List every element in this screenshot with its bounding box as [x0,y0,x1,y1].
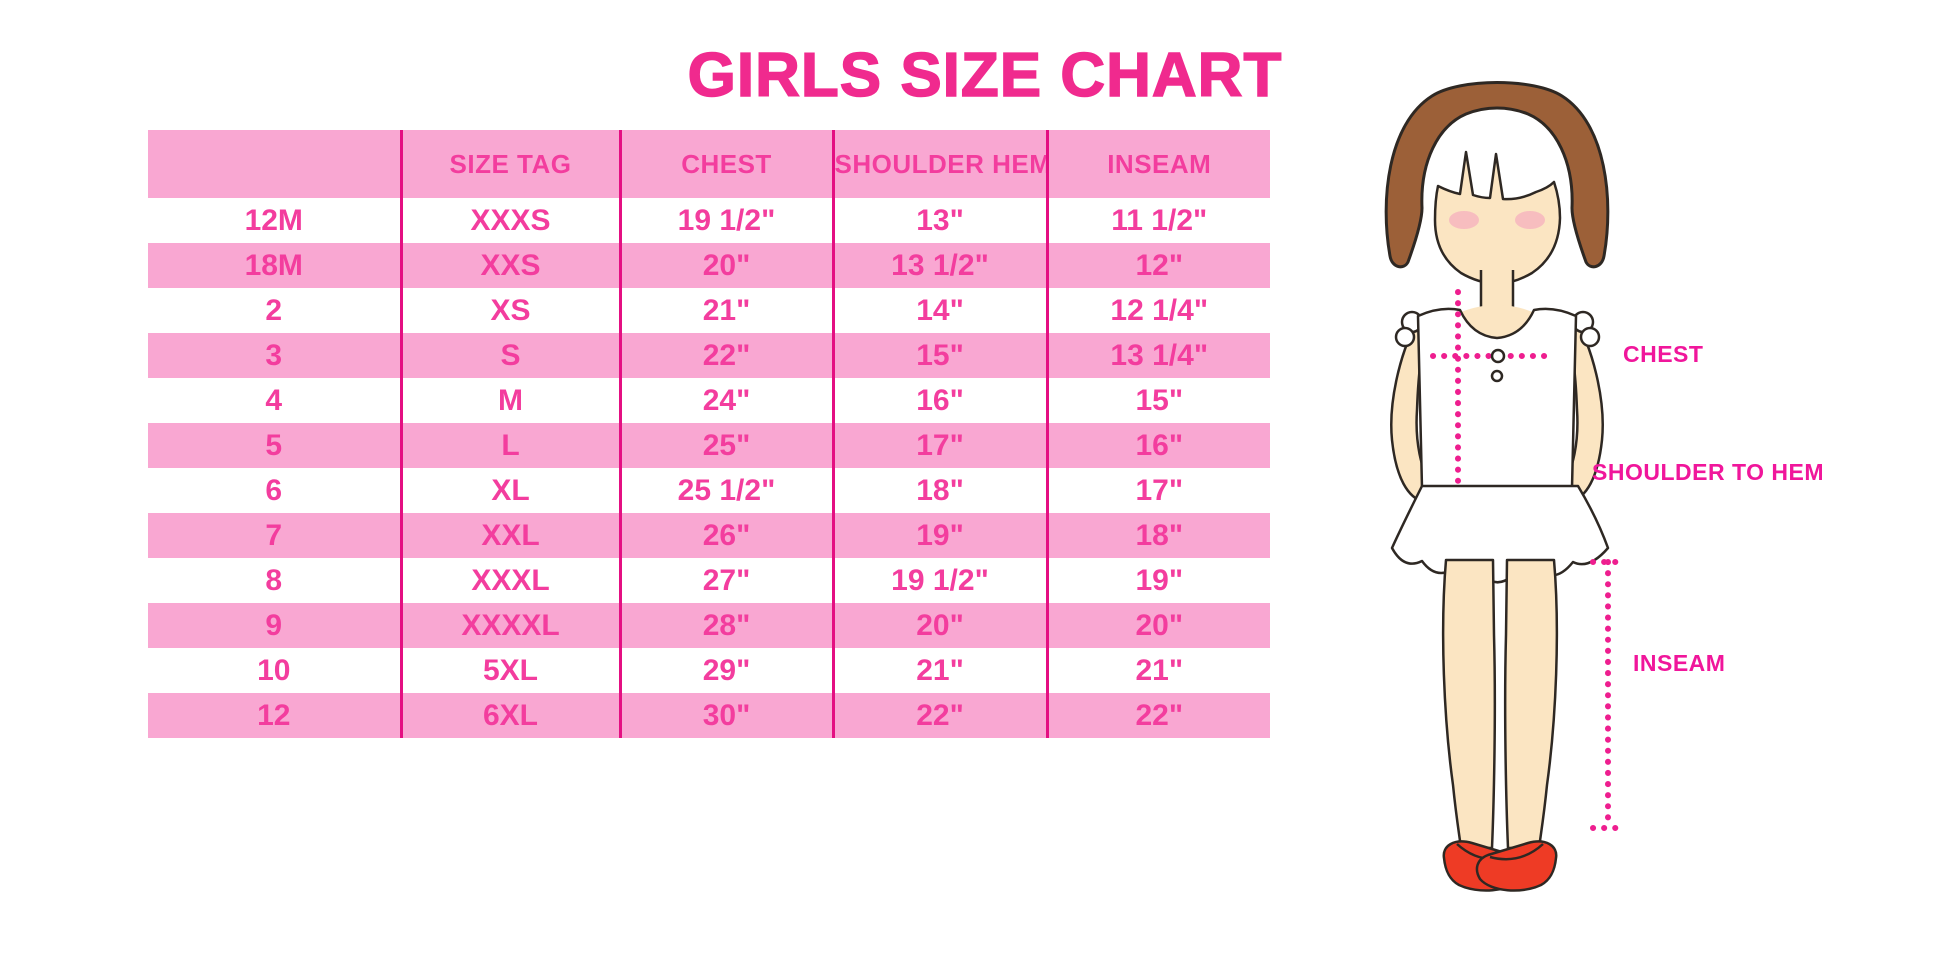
size-cell: 7 [148,513,401,558]
measurement-cell: 20" [618,243,833,288]
measurement-cell: XXXL [399,558,620,603]
size-cell: 5 [148,423,401,468]
girl-left-leg [1441,558,1497,850]
girl-top [1416,307,1578,490]
column-header: CHEST [618,130,833,198]
measurement-cell: 16" [831,378,1047,423]
measurement-cell: XL [399,468,620,513]
measurement-cell: 20" [831,603,1047,648]
size-cell: 18M [148,243,401,288]
table-row: 5 L 25" 17" 16" [148,423,1270,468]
measurement-cell: 14" [831,288,1047,333]
table-row: 8 XXXL 27" 19 1/2" 19" [148,558,1270,603]
size-table-body: 12M XXXS 19 1/2" 13" 11 1/2" 18M XXS 20" 13 1/2"… [148,198,1270,738]
girl-illustration [1384,81,1626,892]
measurement-cell: 24" [618,378,833,423]
measurement-cell: 22" [1045,693,1270,738]
measurement-cell: 27" [618,558,833,603]
measurement-cell: XS [399,288,620,333]
bottom-button [1490,369,1504,383]
measurement-cell: 18" [1045,513,1270,558]
size-cell: 12M [244,203,303,237]
table-row: 6 XL 25 1/2" 18" 17" [148,468,1270,513]
table-row: 10 5XL 29" 21" 21" [148,648,1270,693]
measurement-cell: 18" [831,468,1047,513]
measurement-cell: 5XL [399,648,620,693]
top-button [1490,348,1506,364]
measurement-cell: L [399,423,620,468]
table-row: 18M XXS 20" 13 1/2" 12" [148,243,1270,288]
shoulder-to-hem-label: SHOULDER TO HEM [1592,459,1824,485]
measurement-cell: 16" [1045,423,1270,468]
size-table-header: SIZE TAG CHEST SHOULDER HEM INSEAM [148,130,1270,198]
inseam-label: INSEAM [1633,650,1726,676]
chest-label: CHEST [1623,341,1704,367]
measurement-cell: 12" [1045,243,1270,288]
measurement-cell: 29" [618,648,833,693]
column-header: SHOULDER HEM [831,130,1047,198]
size-cell: 3 [148,333,401,378]
girl-neck [1481,266,1513,310]
measurement-cell: 17" [831,423,1047,468]
table-row: 2 XS 21" 14" 12 1/4" [148,288,1270,333]
measurement-cell: XXXS [399,198,620,243]
measurement-cell: 22" [831,693,1047,738]
measurement-cell: 28" [618,603,833,648]
measurement-cell: 21" [618,288,833,333]
table-row: 9 XXXXL 28" 20" 20" [148,603,1270,648]
measurement-cell: 22" [618,333,833,378]
measurement-cell: 19" [1045,558,1270,603]
measurement-cell: XXL [399,513,620,558]
measurement-cell: 20" [1045,603,1270,648]
size-cell: 2 [265,293,283,327]
measurement-cell: 19 1/2" [618,198,833,243]
measurement-cell: 15" [831,333,1047,378]
measurement-cell: 6XL [399,693,620,738]
table-row: 3 S 22" 15" 13 1/4" [148,333,1270,378]
table-row: 12 6XL 30" 22" 22" [148,693,1270,738]
column-header [148,130,401,198]
measurement-cell: 12 1/4" [1045,288,1270,333]
measurement-cell: 21" [1045,648,1270,693]
girl-right-shoe [1475,840,1558,892]
measurement-cell: M [399,378,620,423]
measurement-cell: 30" [618,693,833,738]
measurement-cell: 26" [618,513,833,558]
table-row: 4 M 24" 16" 15" [148,378,1270,423]
measurement-cell: 13 1/2" [831,243,1047,288]
header-row: SIZE TAG CHEST SHOULDER HEM INSEAM [148,130,1270,198]
measurement-cell: 11 1/2" [1045,198,1270,243]
size-cell: 4 [265,383,283,417]
measurement-cell: 21" [831,648,1047,693]
size-cell: 12 [148,693,401,738]
measurement-cell: 13 1/4" [1045,333,1270,378]
column-header: INSEAM [1045,130,1270,198]
measurement-cell: 19" [831,513,1047,558]
size-table: SIZE TAG CHEST SHOULDER HEM INSEAM 12M XXXS 1… [148,130,1270,738]
size-cell: 6 [265,473,283,507]
size-cell: 9 [148,603,401,648]
measurement-cell: 15" [1045,378,1270,423]
table-row: 7 XXL 26" 19" 18" [148,513,1270,558]
girl-skirt [1390,484,1610,584]
right-cheek-blush [1515,211,1545,229]
measurement-cell: 25 1/2" [618,468,833,513]
measurement-cell: XXS [399,243,620,288]
measurement-cell: S [399,333,620,378]
page-title: GIRLS SIZE CHART [687,40,1283,111]
girl-right-leg [1503,558,1559,850]
measurement-cell: 25" [618,423,833,468]
measurement-cell: 19 1/2" [831,558,1047,603]
column-header: SIZE TAG [399,130,620,198]
measurement-cell: 13" [831,198,1047,243]
table-row: 12M XXXS 19 1/2" 13" 11 1/2" [148,198,1270,243]
size-cell: 10 [257,653,291,687]
girl-face [1433,150,1562,286]
size-cell: 8 [265,563,283,597]
left-cheek-blush [1449,211,1479,229]
girl-hair [1384,81,1610,269]
measurement-cell: 17" [1045,468,1270,513]
measurement-cell: XXXXL [399,603,620,648]
